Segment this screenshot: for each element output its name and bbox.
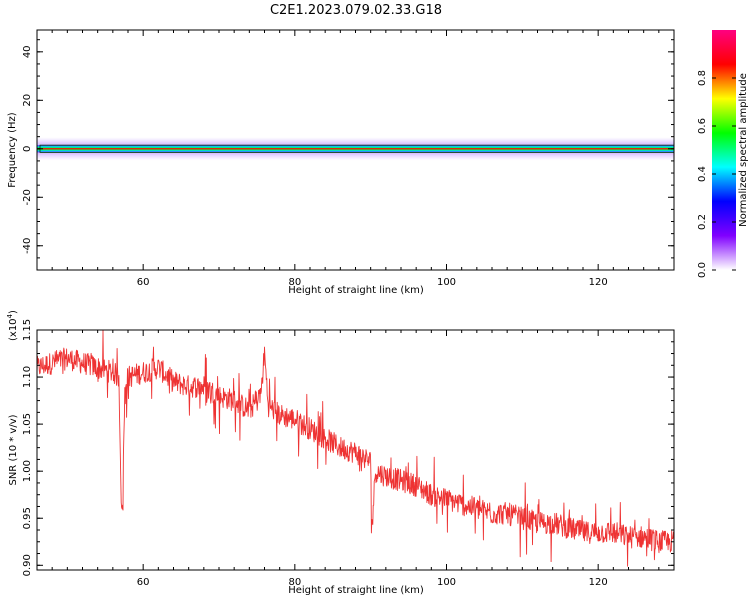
y-tick-label: 1.15 — [22, 319, 33, 341]
colorbar-label: Normalized spectral amplitude — [738, 73, 749, 227]
snr-panel: 60 80 100 120 1.15 1.10 1.05 1.00 0.95 0.90 Heigh… — [6, 310, 675, 596]
y-tick-label: 1.10 — [22, 366, 33, 388]
spectrogram-panel: 60 80 100 120 40 20 0 -20 -40 Height of straight… — [7, 29, 675, 296]
y-tick-label: 20 — [22, 94, 33, 107]
colorbar: 0.0 0.2 0.4 0.6 0.8 Normalized spectral ampl… — [697, 30, 749, 278]
x-tick-label: 60 — [137, 577, 150, 588]
y-axis-label-top: Frequency (Hz) — [7, 112, 18, 188]
axis-ticks-bottom: 60 80 100 120 1.15 1.10 1.05 1.00 0.95 0.90 — [22, 319, 675, 588]
axis-ticks-top: 60 80 100 120 40 20 0 -20 -40 — [22, 30, 675, 288]
colorbar-gradient — [712, 30, 736, 270]
x-tick-label: 80 — [288, 277, 301, 288]
x-tick-label: 60 — [137, 277, 150, 288]
colorbar-ticks: 0.0 0.2 0.4 0.6 0.8 — [697, 70, 736, 278]
colorbar-tick-label: 0.4 — [697, 166, 708, 182]
colorbar-tick-label: 0.2 — [697, 214, 708, 230]
x-tick-label: 80 — [288, 577, 301, 588]
y-tick-label: 0 — [22, 146, 33, 152]
y-axis-label-bottom: SNR (10 * v/v) — [8, 414, 19, 485]
colorbar-tick-label: 0.8 — [697, 70, 708, 86]
y-tick-label: 0.95 — [22, 507, 33, 529]
colorbar-tick-label: 0.6 — [697, 118, 708, 134]
y-tick-label: -40 — [22, 238, 33, 254]
y-tick-label: 1.00 — [22, 460, 33, 482]
y-tick-label: 40 — [22, 45, 33, 58]
y-tick-label: -20 — [22, 189, 33, 205]
x-tick-label: 100 — [437, 277, 456, 288]
x-axis-label-bottom: Height of straight line (km) — [288, 585, 424, 596]
chart-title: C2E1.2023.079.02.33.G18 — [270, 3, 442, 18]
x-axis-label-top: Height of straight line (km) — [288, 285, 424, 296]
y-scale-factor: (x104) — [6, 310, 19, 341]
y-tick-label: 0.90 — [22, 554, 33, 576]
snr-series-line — [37, 330, 674, 567]
colorbar-tick-label: 0.0 — [697, 262, 708, 278]
x-tick-label: 120 — [589, 277, 608, 288]
y-tick-label: 1.05 — [22, 413, 33, 435]
x-tick-label: 100 — [437, 577, 456, 588]
x-tick-label: 120 — [589, 577, 608, 588]
